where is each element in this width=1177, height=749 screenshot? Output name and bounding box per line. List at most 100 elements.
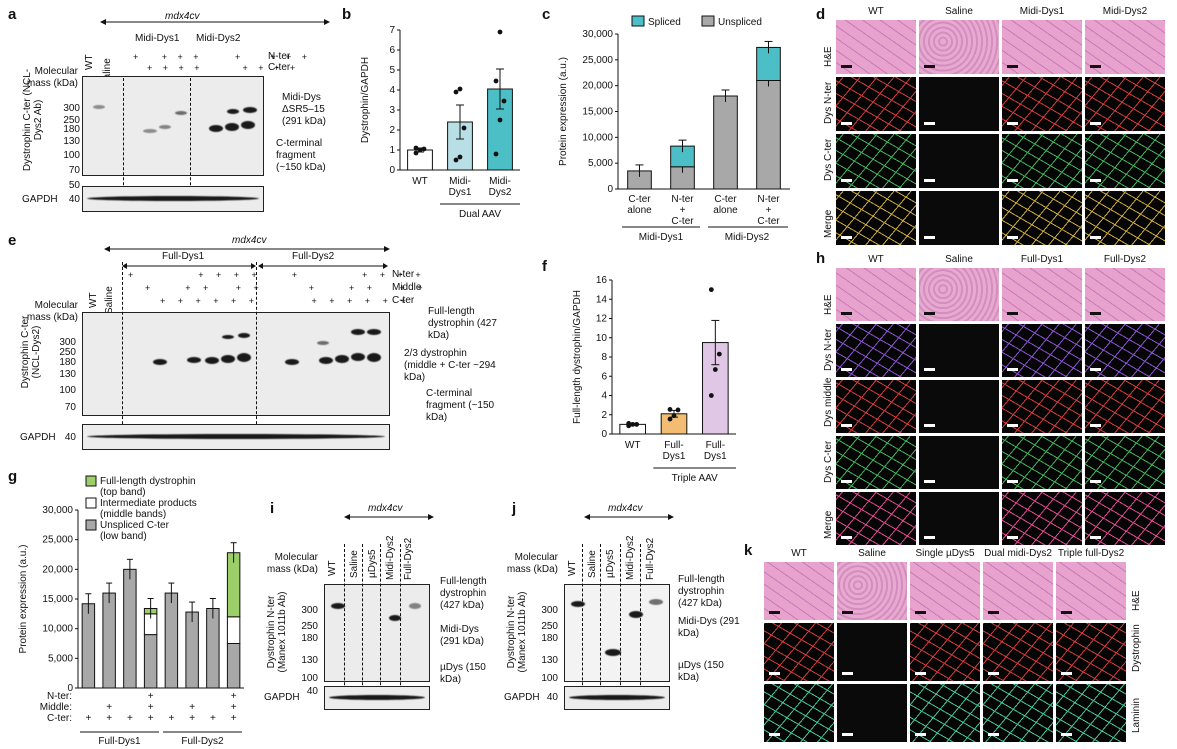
- y-tick-label: 5: [389, 65, 395, 76]
- row-label: Dys N-ter: [823, 328, 834, 371]
- x-tick-label: C-ter: [714, 194, 737, 205]
- scale-bar: [841, 236, 852, 239]
- band-annotation: C-terminal fragment (~150 kDa): [426, 388, 495, 423]
- micrograph-tile: [910, 684, 980, 742]
- micrograph-tile: [1085, 20, 1165, 74]
- band-annotation: µDys (150 kDa): [440, 662, 486, 685]
- micrograph-tile: [837, 684, 907, 742]
- micrograph-tile: [983, 623, 1053, 681]
- legend-label: Spliced: [648, 17, 681, 28]
- mw-marker: 40: [64, 432, 76, 443]
- legend-label: (top band): [100, 487, 146, 498]
- plus-sign: +: [189, 702, 195, 713]
- bar-segment: [756, 80, 781, 190]
- y-tick-label: 25,000: [582, 55, 613, 66]
- plus-sign: +: [148, 713, 154, 724]
- column-label: WT: [868, 6, 884, 17]
- legend-label: (low band): [100, 531, 147, 542]
- scale-bar: [1090, 179, 1101, 182]
- group-label: Midi-Dys2: [725, 232, 770, 243]
- bar-segment: [102, 592, 116, 689]
- gapdh-blot: [324, 686, 430, 710]
- y-axis-label: Dystrophin N-ter (Manex 1011b Ab): [506, 591, 528, 673]
- micrograph-tile: [1002, 77, 1082, 131]
- micrograph-tile: [1056, 684, 1126, 742]
- plus-sign: +: [106, 702, 112, 713]
- micrograph-tile: [1002, 191, 1082, 245]
- x-tick-label: Midi-: [489, 176, 511, 187]
- y-tick-label: 2: [601, 410, 607, 421]
- plus-sign: +: [210, 713, 216, 724]
- plus-sign: +: [85, 713, 91, 724]
- band-annotation: Midi-Dys (291 kDa): [440, 624, 484, 647]
- mw-marker: 50: [68, 180, 80, 191]
- panel-d: d WT Saline Midi-Dys1 Midi-Dys2 H&E Dys N-ter…: [812, 0, 1177, 250]
- row-label: N-ter: [268, 51, 291, 62]
- plus-sign: +: [231, 702, 237, 713]
- mw-marker: 100: [301, 673, 318, 684]
- group-label: Full-Dys2: [181, 736, 224, 747]
- mol-title: Molecular mass (kDa): [26, 300, 78, 323]
- y-tick-label: 30,000: [42, 505, 73, 516]
- scale-bar: [1007, 480, 1018, 483]
- mw-marker: 100: [59, 385, 76, 396]
- micrograph-tile: [919, 380, 999, 433]
- column-label: Saline: [858, 548, 886, 559]
- micrograph-tile: [836, 324, 916, 377]
- scale-bar: [1007, 65, 1018, 68]
- y-tick-label: 20,000: [42, 564, 73, 575]
- data-point: [413, 145, 419, 151]
- y-tick-label: 1: [389, 145, 395, 156]
- micrograph-tile: [764, 684, 834, 742]
- panel-label: e: [8, 232, 17, 249]
- y-tick-label: 8: [601, 352, 607, 363]
- x-tick-label: C-ter: [628, 194, 651, 205]
- micrograph-tile: [983, 684, 1053, 742]
- group-label: Full-Dys1: [98, 736, 141, 747]
- group-label: Full-Dys2: [292, 251, 335, 262]
- scale-bar: [1090, 122, 1101, 125]
- mw-marker: 130: [63, 136, 80, 147]
- column-label: Single µDys5: [915, 548, 975, 559]
- scale-bar: [924, 312, 935, 315]
- micrograph-tile: [1002, 492, 1082, 545]
- y-tick-label: 6: [601, 371, 607, 382]
- data-point: [626, 421, 632, 426]
- band-annotation: Midi-Dys (291 kDa): [678, 616, 740, 639]
- mw-marker: 100: [541, 673, 558, 684]
- lane-label: Midi-Dys2: [625, 535, 636, 580]
- legend-label: Intermediate products: [100, 498, 197, 509]
- scale-bar: [842, 672, 853, 675]
- plus-sign: +: [231, 691, 237, 702]
- plus-sign: +: [148, 691, 154, 702]
- mol-title: Molecular mass (kDa): [26, 66, 78, 89]
- group-label: Midi-Dys1: [639, 232, 684, 243]
- data-point: [712, 367, 718, 372]
- scale-bar: [1090, 312, 1101, 315]
- y-tick-label: 10,000: [42, 624, 73, 635]
- mw-marker: 70: [68, 165, 80, 176]
- strain-label: mdx4cv: [368, 503, 403, 514]
- mw-marker: 250: [63, 115, 80, 126]
- row-label: H&E: [823, 293, 834, 315]
- x-tick-label: WT: [625, 440, 641, 451]
- mw-marker: 130: [541, 655, 558, 666]
- y-tick-label: 15,000: [42, 594, 73, 605]
- row-label: Middle:: [40, 702, 72, 713]
- scale-bar: [988, 733, 999, 736]
- scale-bar: [841, 424, 852, 427]
- bar-segment: [81, 603, 96, 689]
- scale-bar: [1090, 536, 1101, 539]
- bar-segment: [185, 611, 199, 689]
- row-label: C-ter: [268, 62, 291, 73]
- strain-arrow: [344, 514, 434, 520]
- legend-swatch: [85, 519, 97, 531]
- mol-title: Molecular mass (kDa): [266, 552, 318, 575]
- scale-bar: [924, 480, 935, 483]
- y-tick-label: 5,000: [48, 653, 73, 664]
- scale-bar: [841, 312, 852, 315]
- x-tick-label: alone: [713, 205, 738, 216]
- scale-bar: [924, 368, 935, 371]
- stacked-bar-chart-c: 0 5,000 10,000 15,000 20,000 25,000 30,000 C-te…: [558, 15, 790, 243]
